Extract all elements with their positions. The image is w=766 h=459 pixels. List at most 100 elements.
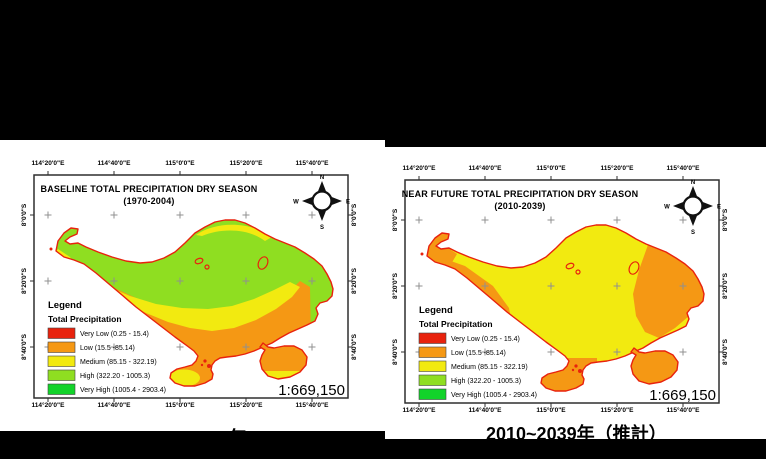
compass-s: S bbox=[691, 230, 695, 236]
lat-label: 8°20'0"S bbox=[391, 272, 399, 299]
lon-label: 114°20'0"E bbox=[403, 406, 437, 414]
lake-icon bbox=[628, 261, 640, 275]
lon-label: 114°40'0"E bbox=[98, 401, 132, 409]
lat-label: 8°40'0"S bbox=[391, 338, 399, 365]
lon-label: 115°0'0"E bbox=[165, 159, 195, 167]
lake-icon bbox=[194, 257, 204, 265]
coastline bbox=[426, 224, 705, 392]
legend-swatch-medium bbox=[47, 355, 76, 367]
legend-swatch-low bbox=[47, 341, 76, 353]
legend-subheading: Total Precipitation bbox=[48, 314, 122, 324]
zone-medium-bukit bbox=[168, 369, 200, 386]
legend-label: Low (15.5 -85.14) bbox=[80, 345, 135, 352]
very-low-speck bbox=[207, 364, 211, 368]
legend-label: Very High (1005.4 - 2903.4) bbox=[80, 387, 166, 394]
lon-label: 115°0'0"E bbox=[165, 401, 195, 409]
lon-label: 114°20'0"E bbox=[403, 164, 437, 172]
compass-w: W bbox=[664, 205, 670, 211]
frame-ticks bbox=[30, 171, 352, 402]
legend-label: High (322.20 - 1005.3) bbox=[80, 373, 150, 380]
lat-label: 8°0'0"S bbox=[721, 208, 729, 231]
lat-label: 8°40'0"S bbox=[721, 338, 729, 365]
nusa-penida-near-future bbox=[630, 347, 679, 385]
zone-medium-north bbox=[196, 224, 272, 241]
lon-label: 115°20'0"E bbox=[601, 406, 635, 414]
map-title: BASELINE TOTAL PRECIPITATION DRY SEASON bbox=[41, 184, 258, 194]
baseline-map-panel: 114°20'0"E 114°40'0"E 115°0'0"E 115°20'0… bbox=[0, 140, 385, 431]
black-bar-left bbox=[0, 431, 372, 459]
compass-s: S bbox=[320, 225, 324, 231]
lon-label: 114°20'0"E bbox=[32, 401, 66, 409]
legend-swatch-medium bbox=[418, 360, 447, 372]
compass-star-icon bbox=[673, 186, 713, 226]
compass-rose: N S W E bbox=[293, 175, 350, 231]
lon-label: 114°20'0"E bbox=[32, 159, 66, 167]
legend-label: Very Low (0.25 - 15.4) bbox=[451, 336, 520, 343]
compass-e: E bbox=[717, 205, 721, 211]
legend-label: Medium (85.15 - 322.19) bbox=[451, 364, 528, 371]
compass-star-icon bbox=[302, 181, 342, 221]
legend-label: Very Low (0.25 - 15.4) bbox=[80, 331, 149, 338]
lake-icon bbox=[575, 269, 581, 275]
scale-ratio: 1:669,150 bbox=[649, 387, 716, 404]
islet-speck bbox=[420, 252, 424, 256]
compass-w: W bbox=[293, 200, 299, 206]
compass-n: N bbox=[320, 175, 324, 181]
legend-label: Medium (85.15 - 322.19) bbox=[80, 359, 157, 366]
map-frame bbox=[404, 179, 720, 404]
legend-label: Very High (1005.4 - 2903.4) bbox=[451, 392, 537, 399]
lon-label: 114°40'0"E bbox=[469, 164, 503, 172]
map-frame bbox=[33, 174, 349, 399]
map-subtitle: (2010-2039) bbox=[494, 201, 545, 211]
lon-label: 114°40'0"E bbox=[469, 406, 503, 414]
scale-ratio: 1:669,150 bbox=[278, 382, 345, 399]
very-low-speck bbox=[571, 368, 575, 372]
map-title: NEAR FUTURE TOTAL PRECIPITATION DRY SEAS… bbox=[402, 189, 639, 199]
lon-label: 115°0'0"E bbox=[536, 406, 566, 414]
zone-low-east bbox=[633, 242, 704, 338]
very-low-speck bbox=[578, 369, 582, 373]
lake-icon bbox=[257, 256, 269, 270]
black-bar-right bbox=[372, 439, 766, 459]
zone-medium-band bbox=[78, 273, 300, 331]
legend-swatch-high bbox=[47, 369, 76, 381]
compass-rose: N S W E bbox=[664, 180, 721, 236]
lat-label: 8°20'0"S bbox=[350, 267, 358, 294]
lat-label: 8°20'0"S bbox=[20, 267, 28, 294]
nusa-penida-baseline bbox=[259, 342, 308, 380]
lon-label: 115°40'0"E bbox=[296, 159, 330, 167]
compass-circle-icon bbox=[311, 190, 333, 212]
lake-icon bbox=[204, 264, 210, 270]
lon-label: 115°20'0"E bbox=[230, 401, 264, 409]
legend-swatch-very-high bbox=[418, 388, 447, 400]
lat-label: 8°40'0"S bbox=[20, 333, 28, 360]
map-subtitle: (1970-2004) bbox=[123, 196, 174, 206]
lon-label: 115°40'0"E bbox=[667, 164, 701, 172]
lat-label: 8°0'0"S bbox=[350, 203, 358, 226]
lon-label: 115°40'0"E bbox=[296, 401, 330, 409]
lon-label: 115°20'0"E bbox=[230, 159, 264, 167]
very-low-speck bbox=[203, 359, 207, 363]
legend-swatch-very-high bbox=[47, 383, 76, 395]
legend-swatch-very-low bbox=[47, 327, 76, 339]
coastline bbox=[55, 219, 334, 387]
legend-label: High (322.20 - 1005.3) bbox=[451, 378, 521, 385]
lon-label: 115°0'0"E bbox=[536, 164, 566, 172]
compass-circle-icon bbox=[682, 195, 704, 217]
legend-swatch-very-low bbox=[418, 332, 447, 344]
lat-label: 8°20'0"S bbox=[721, 272, 729, 299]
lake-icon bbox=[565, 262, 575, 270]
compass-n: N bbox=[691, 180, 695, 186]
legend-heading: Legend bbox=[419, 305, 453, 316]
frame-ticks bbox=[401, 176, 723, 407]
near-future-map-panel: 114°20'0"E 114°40'0"E 115°0'0"E 115°20'0… bbox=[385, 147, 766, 440]
legend-label: Low (15.5 -85.14) bbox=[451, 350, 506, 357]
lat-label: 8°40'0"S bbox=[350, 333, 358, 360]
lat-label: 8°0'0"S bbox=[20, 203, 28, 226]
legend-heading: Legend bbox=[48, 300, 82, 311]
legend: Legend Total Precipitation Very Low (0.2… bbox=[418, 305, 537, 400]
legend: Legend Total Precipitation Very Low (0.2… bbox=[47, 300, 166, 395]
compass-e: E bbox=[346, 200, 350, 206]
lat-label: 8°0'0"S bbox=[391, 208, 399, 231]
